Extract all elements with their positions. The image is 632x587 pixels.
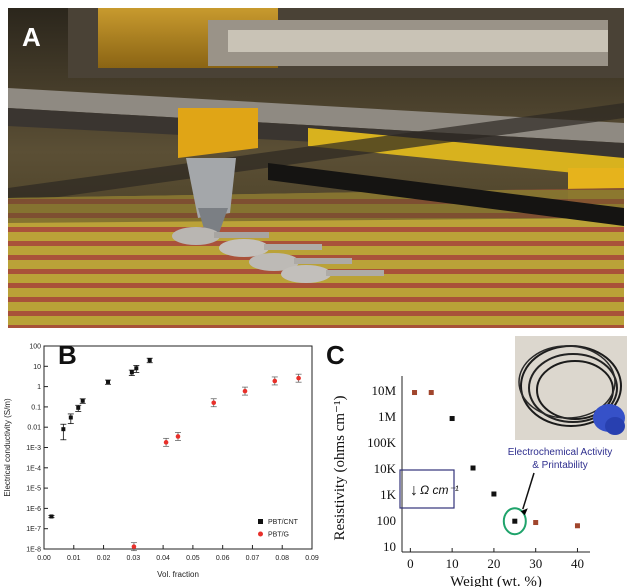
annotation-arrow-line (522, 472, 535, 510)
cnt-point (49, 514, 54, 519)
panel-c-chart: 10M 1M 100K 10K 1K 100 10 0 10 20 30 40 Weight (wt. … (322, 334, 632, 587)
y-tick-label: 100K (367, 435, 397, 450)
x-tick-label: 0.05 (186, 555, 200, 562)
x-tick-label: 10 (446, 556, 459, 571)
x-tick-label: 0.02 (97, 555, 111, 562)
y-tick-label: 1 (37, 384, 41, 391)
g-point (242, 388, 248, 394)
highlight-circle (502, 507, 527, 536)
x-tick-label: 0.09 (305, 555, 319, 562)
callout-arrow: ↓ (410, 482, 418, 499)
resistivity-point (491, 491, 497, 497)
panel-b-chart: 100 10 1 0.1 0.01 1E-3 1E-4 1E-5 1E-6 1E-7 1E-8 0.0… (0, 334, 322, 587)
cnt-point (106, 379, 111, 384)
y-tick-label: 1E-7 (26, 526, 41, 533)
y-tick-label: 10 (383, 539, 396, 554)
x-tick-label: 0.01 (67, 555, 81, 562)
g-point (296, 375, 301, 381)
cnt-point (147, 358, 152, 363)
resistivity-point (574, 523, 580, 529)
x-tick-label: 40 (571, 556, 584, 571)
annotation-line1: Electrochemical Activity (508, 447, 612, 458)
cnt-point (61, 427, 66, 432)
legend-g-marker (258, 531, 263, 537)
x-axis-label: Vol. fraction (157, 570, 199, 579)
g-point (272, 378, 278, 384)
y-axis-label: Resistivity (ohms cm⁻¹) (332, 396, 348, 541)
legend-cnt-marker (258, 519, 263, 524)
g-point (163, 440, 169, 445)
y-tick-label: 100 (29, 344, 41, 351)
x-tick-label: 0.03 (127, 555, 141, 562)
x-tick-label: 30 (529, 556, 542, 571)
annotation-line2: & Printability (532, 460, 588, 471)
panel-c-label: C (326, 340, 345, 370)
cnt-point (129, 370, 134, 375)
x-axis-label: Weight (wt. %) (450, 574, 542, 587)
legend-g-label: PBT/G (268, 532, 289, 539)
y-tick-label: 10K (374, 461, 397, 476)
cnt-point (134, 366, 139, 371)
x-tick-label: 0.00 (37, 555, 51, 562)
resistivity-point (449, 416, 455, 422)
callout-box (399, 469, 455, 509)
conductivity-chart: 1001010.10.011E-31E-41E-51E-61E-71E-80.0… (3, 344, 319, 580)
wire-coil-photo (515, 336, 627, 440)
y-tick-label: 1M (378, 409, 397, 424)
x-tick-label: 0.08 (275, 555, 289, 562)
x-tick-label: 0.06 (216, 555, 230, 562)
cnt-point (76, 405, 81, 410)
panel-a-label: A (22, 22, 41, 52)
printer-photo (8, 8, 624, 328)
y-tick-label: 1E-4 (26, 465, 41, 472)
y-tick-label: 1E-3 (26, 445, 41, 452)
x-tick-label: 0.04 (156, 555, 170, 562)
y-tick-label: 10M (371, 383, 396, 398)
y-axis-label: Electrical conductivity (S/m) (3, 398, 12, 497)
resistivity-point (412, 390, 418, 396)
cnt-point (68, 415, 73, 420)
y-tick-label: 0.1 (31, 404, 41, 411)
y-tick-label: 0.01 (27, 425, 41, 432)
panel-b-label: B (58, 340, 77, 370)
panel-a-photo: A (8, 8, 624, 328)
x-tick-label: 20 (487, 556, 500, 571)
g-point (131, 544, 137, 549)
y-tick-label: 10 (33, 364, 41, 371)
callout-text: Ω cm⁻¹ (420, 483, 459, 497)
y-tick-label: 1E-8 (26, 547, 41, 554)
g-point (211, 400, 217, 406)
resistivity-point (512, 518, 518, 524)
resistivity-point (470, 465, 476, 471)
annotation-arrow-head (520, 508, 528, 516)
resistivity-point (428, 390, 434, 396)
y-tick-label: 1E-5 (26, 486, 41, 493)
legend-cnt-label: PBT/CNT (268, 519, 299, 526)
g-point (175, 434, 181, 439)
x-tick-label: 0.07 (246, 555, 260, 562)
y-tick-label: 1E-6 (26, 506, 41, 513)
x-tick-label: 0 (407, 556, 414, 571)
cnt-point (80, 398, 85, 403)
resistivity-point (533, 520, 539, 526)
y-tick-label: 100 (377, 513, 397, 528)
y-tick-label: 1K (380, 487, 397, 502)
